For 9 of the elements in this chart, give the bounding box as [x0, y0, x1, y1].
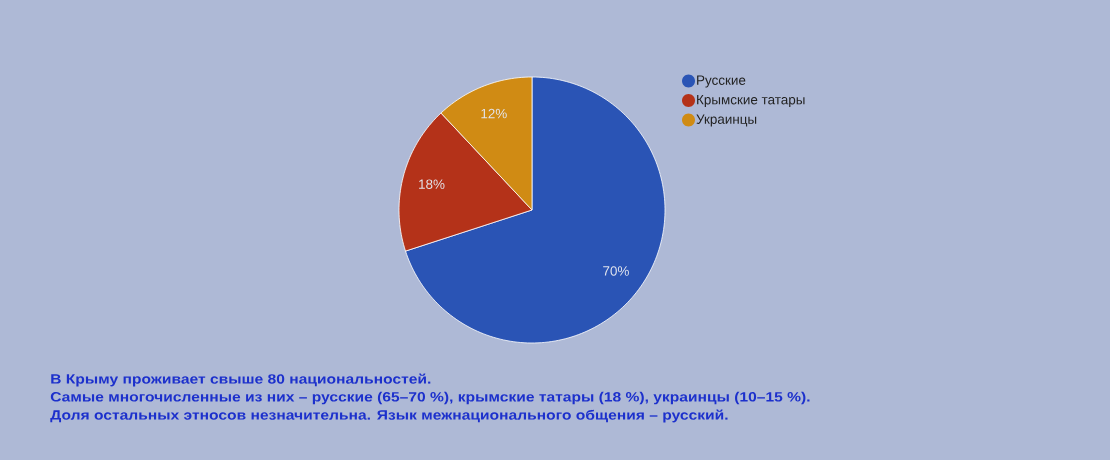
data-label: 18%: [419, 179, 445, 189]
legend-label: Украинцы: [696, 114, 757, 127]
text: В Крыму проживает свыше 80 национальностей.: [51, 373, 431, 387]
data-label: 70%: [603, 266, 629, 276]
text: Самые многочисленные из них – русские (65–70 %), крымские татары (18 %), украинцы (10–15 %).: [50, 391, 810, 405]
text: Доля остальных этносов незначительна. Язык межнационального общения – русский.: [50, 409, 728, 423]
data-label: 12%: [481, 108, 507, 119]
legend-label: Крымские татары: [697, 95, 805, 108]
legend-label: Русские: [697, 75, 746, 88]
